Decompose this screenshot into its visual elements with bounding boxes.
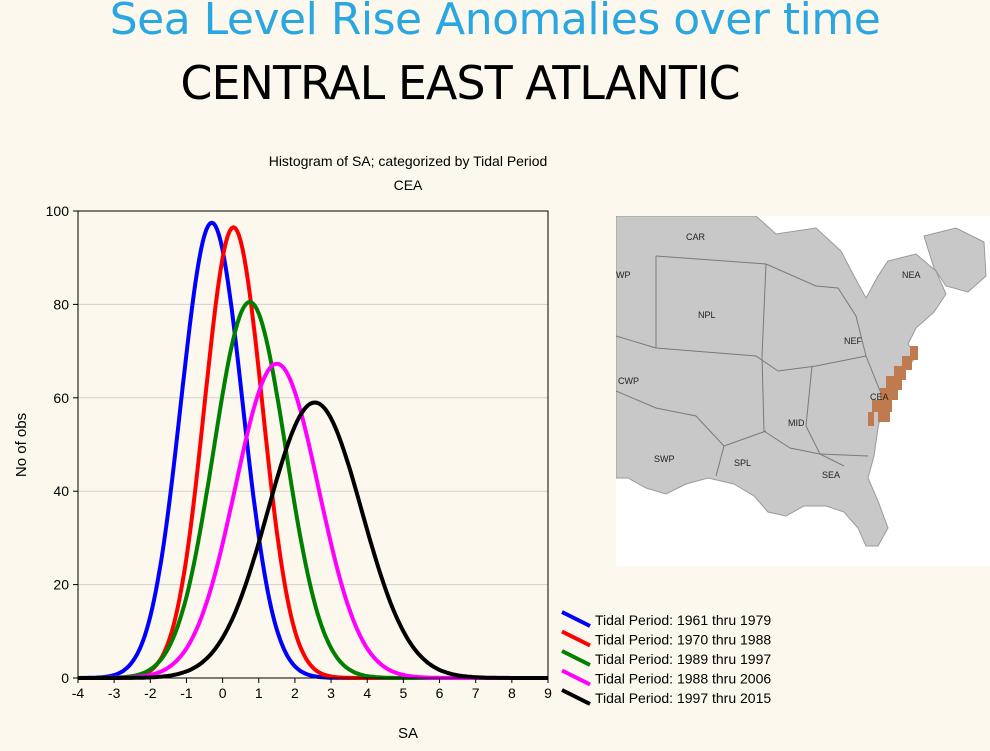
region-label-spl: SPL [734,458,751,468]
series-line-1 [77,220,549,680]
y-tick-label: 60 [53,390,69,406]
x-tick-label: -4 [72,685,85,701]
series-line-2 [77,225,549,680]
x-tick-label: 5 [399,685,407,701]
x-tick-label: 7 [472,685,480,701]
x-tick-label: 0 [219,685,227,701]
region-label-cwp: CWP [618,376,639,386]
y-tick-label: 20 [53,577,69,593]
x-tick-label: -2 [144,685,157,701]
y-axis-label: No of obs [13,413,30,477]
legend-label: Tidal Period: 1961 thru 1979 [595,612,771,628]
legend-label: Tidal Period: 1997 thru 2015 [595,690,771,706]
series-line-5 [77,400,549,680]
region-label-cea: CEA [870,392,889,402]
legend-swatch [561,668,591,687]
land-area-north [616,216,947,547]
region-label-swp: SWP [654,454,675,464]
x-tick-label: 4 [363,685,371,701]
legend-label: Tidal Period: 1988 thru 2006 [595,671,771,687]
legend-swatch [561,649,591,667]
land-island-east [923,227,987,293]
x-tick-label: 3 [327,685,335,701]
y-tick-label: 40 [53,483,69,499]
x-tick-label: 6 [436,685,444,701]
region-map: CAR WP NPL NEA NEF CWP CEA MID SWP SPL S… [616,216,990,566]
legend: Tidal Period: 1961 thru 1979 Tidal Period… [561,610,771,706]
legend-label: Tidal Period: 1989 thru 1997 [595,651,771,667]
series-line-4 [77,361,549,680]
chart-title: Histogram of SA; categorized by Tidal Pe… [269,153,548,169]
region-label-sea: SEA [822,470,840,480]
region-label-nea: NEA [902,270,921,280]
x-axis-label: SA [398,725,418,742]
x-tick-label: -1 [180,685,193,701]
slide-subtitle: CENTRAL EAST ATLANTIC [180,56,740,110]
legend-swatch [561,610,591,628]
x-tick-label: 8 [508,685,516,701]
region-label-nef: NEF [844,336,863,346]
region-label-npl: NPL [698,310,716,320]
y-tick-label: 0 [61,670,69,686]
legend-swatch [561,629,591,648]
chart-subtitle: CEA [394,177,423,193]
cea-highlight [868,346,918,426]
region-label-wp: WP [616,270,631,280]
legend-swatch [561,688,591,706]
region-label-car: CAR [686,232,706,242]
slide-title: Sea Level Rise Anomalies over time [109,0,881,45]
y-tick-label: 80 [53,296,69,312]
x-tick-label: 9 [544,685,552,701]
y-tick-label: 100 [46,203,70,219]
region-label-mid: MID [788,418,805,428]
region-boundaries [616,255,885,477]
x-tick-label: -3 [108,685,121,701]
plot-frame [77,210,549,679]
x-tick-label: 2 [291,685,299,701]
legend-label: Tidal Period: 1970 thru 1988 [595,632,771,648]
x-tick-label: 1 [255,685,263,701]
